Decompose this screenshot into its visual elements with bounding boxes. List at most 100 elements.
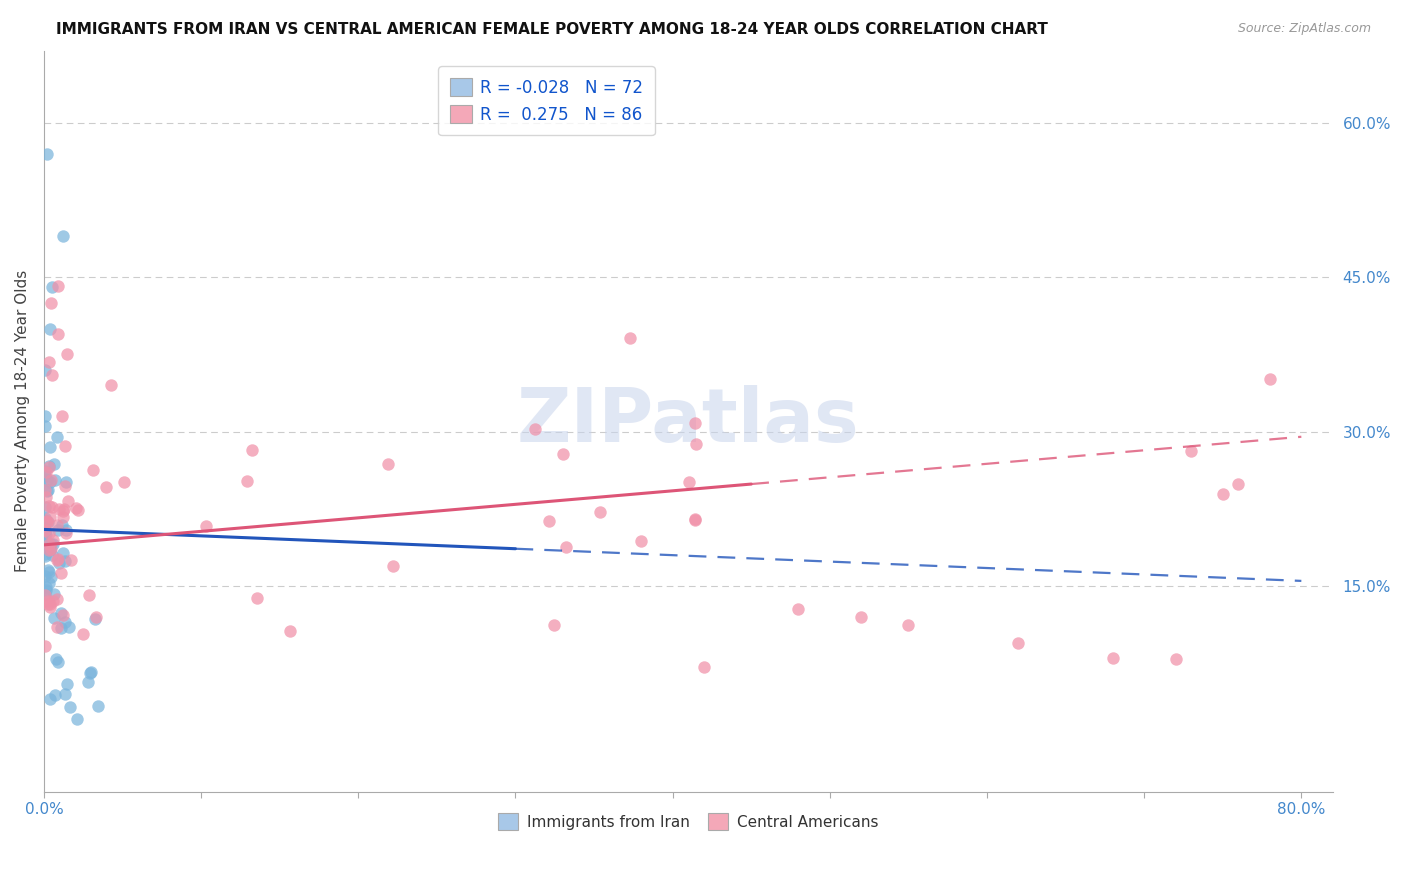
Point xyxy=(787,602,810,616)
Point xyxy=(35,514,58,528)
Point xyxy=(377,457,399,471)
Point xyxy=(555,540,578,554)
Point xyxy=(543,617,565,632)
Point xyxy=(523,421,546,435)
Point xyxy=(100,378,122,392)
Point xyxy=(49,622,72,636)
Point xyxy=(52,510,75,524)
Point xyxy=(39,296,62,310)
Point xyxy=(34,639,56,653)
Point xyxy=(53,439,76,453)
Point xyxy=(37,597,59,611)
Point xyxy=(66,503,89,517)
Point xyxy=(38,355,60,369)
Point xyxy=(236,474,259,488)
Text: Source: ZipAtlas.com: Source: ZipAtlas.com xyxy=(1237,22,1371,36)
Point xyxy=(37,536,59,550)
Point xyxy=(39,509,62,524)
Legend: Immigrants from Iran, Central Americans: Immigrants from Iran, Central Americans xyxy=(492,807,884,836)
Point xyxy=(1227,476,1250,491)
Point xyxy=(38,576,60,591)
Point xyxy=(41,280,63,294)
Point xyxy=(42,457,65,471)
Point xyxy=(35,581,58,595)
Point xyxy=(37,515,59,529)
Point xyxy=(34,516,56,530)
Point xyxy=(34,490,56,504)
Point xyxy=(278,624,301,638)
Point xyxy=(34,468,56,483)
Point xyxy=(35,536,58,550)
Point xyxy=(1164,652,1187,666)
Point xyxy=(84,609,107,624)
Point xyxy=(53,687,76,701)
Point xyxy=(35,527,58,541)
Point xyxy=(34,588,56,602)
Point xyxy=(39,542,62,557)
Point xyxy=(41,594,63,608)
Point xyxy=(35,146,58,161)
Point xyxy=(39,537,62,551)
Point xyxy=(1258,372,1281,386)
Y-axis label: Female Poverty Among 18-24 Year Olds: Female Poverty Among 18-24 Year Olds xyxy=(15,270,30,573)
Point xyxy=(382,558,405,573)
Point xyxy=(1180,444,1202,458)
Point xyxy=(45,430,67,444)
Point xyxy=(851,609,873,624)
Point xyxy=(58,493,80,508)
Point xyxy=(38,321,60,335)
Text: ZIPatlas: ZIPatlas xyxy=(517,384,859,458)
Point xyxy=(51,409,73,424)
Point xyxy=(246,591,269,606)
Point xyxy=(39,570,62,584)
Point xyxy=(55,523,77,537)
Point xyxy=(38,440,60,454)
Point xyxy=(35,514,58,528)
Point xyxy=(34,526,56,541)
Point xyxy=(1212,486,1234,500)
Point xyxy=(41,500,63,514)
Point xyxy=(38,499,60,513)
Point xyxy=(34,500,56,514)
Point xyxy=(38,691,60,706)
Point xyxy=(38,525,60,540)
Point xyxy=(34,587,56,601)
Point xyxy=(112,475,135,490)
Point xyxy=(48,655,70,669)
Point xyxy=(53,615,76,630)
Point xyxy=(35,582,58,597)
Point xyxy=(59,700,82,714)
Point xyxy=(77,589,100,603)
Point xyxy=(48,556,70,570)
Point xyxy=(66,712,89,726)
Point xyxy=(1101,650,1123,665)
Point xyxy=(65,500,87,515)
Point xyxy=(56,347,79,361)
Point xyxy=(685,512,707,526)
Point xyxy=(46,326,69,341)
Point xyxy=(195,519,218,533)
Point xyxy=(48,502,70,516)
Point xyxy=(39,473,62,487)
Point xyxy=(34,511,56,525)
Point xyxy=(37,564,59,578)
Point xyxy=(41,368,63,382)
Point xyxy=(538,514,561,528)
Point xyxy=(46,523,69,537)
Point xyxy=(55,525,77,540)
Point xyxy=(56,677,79,691)
Point xyxy=(38,600,60,615)
Point xyxy=(683,417,706,431)
Point xyxy=(34,524,56,538)
Point xyxy=(37,594,59,608)
Point xyxy=(72,626,94,640)
Point xyxy=(34,513,56,527)
Point xyxy=(42,537,65,551)
Point xyxy=(693,660,716,674)
Point xyxy=(48,551,70,566)
Point xyxy=(551,446,574,460)
Point xyxy=(34,419,56,434)
Point xyxy=(82,463,104,477)
Point xyxy=(42,533,65,548)
Point xyxy=(53,478,76,492)
